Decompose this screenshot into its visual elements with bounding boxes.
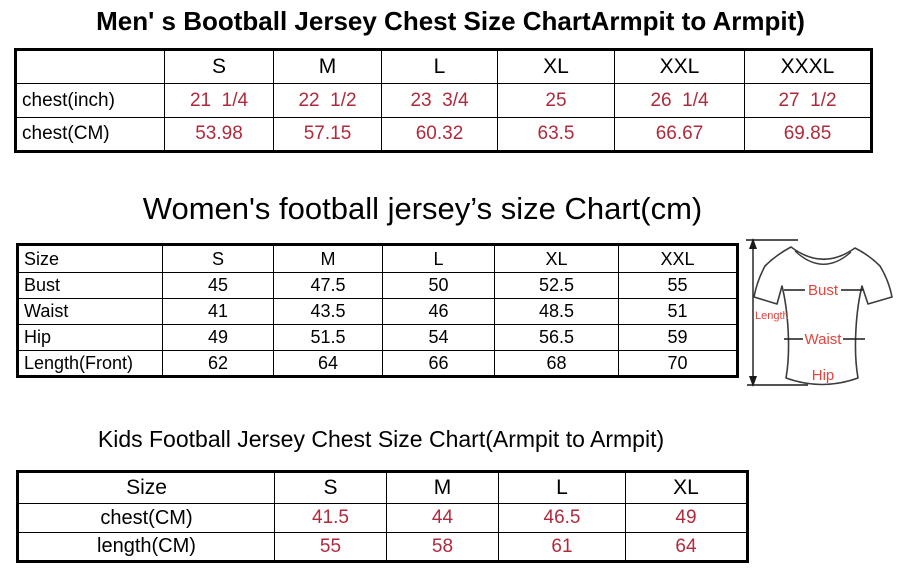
women-size-table: Size S M L XL XXL Bust 45 47.5 50 52.5 55 Waist 41 43… xyxy=(16,243,739,378)
arrow-down-icon xyxy=(749,376,757,387)
column-header: S xyxy=(164,49,274,84)
table-cell: 43.5 xyxy=(273,298,383,325)
table-row: Waist 41 43.5 46 48.5 51 xyxy=(17,298,738,325)
table-cell: 49 xyxy=(625,503,748,533)
column-header: XL xyxy=(494,244,619,273)
column-header: S xyxy=(162,244,274,273)
table-cell: 46.5 xyxy=(498,503,626,533)
table-cell: 69.85 xyxy=(744,117,872,152)
row-label: Waist xyxy=(17,298,163,325)
table-cell: 52.5 xyxy=(494,272,619,299)
table-cell: 51.5 xyxy=(273,324,383,351)
column-header: M xyxy=(386,471,499,504)
table-cell: 25 xyxy=(497,83,615,118)
table-cell: 23 3/4 xyxy=(381,83,498,118)
row-label: Hip xyxy=(17,324,163,351)
row-label: chest(CM) xyxy=(17,503,275,533)
row-label: Length(Front) xyxy=(17,350,163,377)
table-cell: 53.98 xyxy=(164,117,274,152)
table-cell: 64 xyxy=(625,532,748,562)
kids-header-row: Size S M L XL xyxy=(17,471,748,504)
column-header: M xyxy=(273,244,383,273)
row-label: chest(CM) xyxy=(15,117,165,152)
table-cell: 56.5 xyxy=(494,324,619,351)
kids-size-table: Size S M L XL chest(CM) 41.5 44 46.5 49 length(CM… xyxy=(16,470,749,563)
table-cell: 48.5 xyxy=(494,298,619,325)
arrow-up-icon xyxy=(749,238,757,249)
table-cell: 68 xyxy=(494,350,619,377)
column-header: XXL xyxy=(614,49,745,84)
table-cell: 47.5 xyxy=(273,272,383,299)
table-cell: 51 xyxy=(618,298,738,325)
kids-chart-title: Kids Football Jersey Chest Size Chart(Ar… xyxy=(97,426,665,452)
women-header-row: Size S M L XL XXL xyxy=(17,244,738,273)
column-header: S xyxy=(274,471,387,504)
table-row: length(CM) 55 58 61 64 xyxy=(17,532,748,562)
table-cell: 55 xyxy=(618,272,738,299)
table-cell: 41 xyxy=(162,298,274,325)
table-cell: 54 xyxy=(382,324,495,351)
table-cell: 45 xyxy=(162,272,274,299)
table-cell: 62 xyxy=(162,350,274,377)
row-label: length(CM) xyxy=(17,532,275,562)
table-row: chest(inch) 21 1/4 22 1/2 23 3/4 25 26 1/4 27 … xyxy=(15,83,872,118)
table-row: chest(CM) 53.98 57.15 60.32 63.5 66.67 69.85 xyxy=(15,117,872,152)
table-cell: 27 1/2 xyxy=(744,83,872,118)
table-cell: 22 1/2 xyxy=(273,83,382,118)
table-cell: 55 xyxy=(274,532,387,562)
table-cell: 63.5 xyxy=(497,117,615,152)
men-size-table: S M L XL XXL XXXL chest(inch) 21 1/4 22 1/2 23 3… xyxy=(14,48,873,153)
waist-label: Waist xyxy=(805,331,843,348)
column-header: XXL xyxy=(618,244,738,273)
table-cell: 49 xyxy=(162,324,274,351)
table-cell: 44 xyxy=(386,503,499,533)
bust-label: Bust xyxy=(808,282,839,299)
men-header-row: S M L XL XXL XXXL xyxy=(15,49,872,84)
table-cell: 26 1/4 xyxy=(614,83,745,118)
tshirt-outline xyxy=(753,246,893,386)
table-cell: 41.5 xyxy=(274,503,387,533)
table-cell: 70 xyxy=(618,350,738,377)
table-cell: 58 xyxy=(386,532,499,562)
table-cell: 57.15 xyxy=(273,117,382,152)
table-cell: 21 1/4 xyxy=(164,83,274,118)
column-header xyxy=(15,49,165,84)
table-cell: 61 xyxy=(498,532,626,562)
column-header: XL xyxy=(625,471,748,504)
column-header: XXXL xyxy=(744,49,872,84)
table-cell: 66 xyxy=(382,350,495,377)
table-row: Bust 45 47.5 50 52.5 55 xyxy=(17,272,738,299)
row-label: chest(inch) xyxy=(15,83,165,118)
table-cell: 60.32 xyxy=(381,117,498,152)
table-cell: 50 xyxy=(382,272,495,299)
table-cell: 64 xyxy=(273,350,383,377)
row-label: Bust xyxy=(17,272,163,299)
women-chart-title: Women's football jersey’s size Chart(cm) xyxy=(142,191,703,226)
table-cell: 59 xyxy=(618,324,738,351)
table-row: chest(CM) 41.5 44 46.5 49 xyxy=(17,503,748,533)
collar-inner-line xyxy=(794,250,852,265)
column-header: Size xyxy=(17,244,163,273)
table-row: Hip 49 51.5 54 56.5 59 xyxy=(17,324,738,351)
table-cell: 66.67 xyxy=(614,117,745,152)
column-header: L xyxy=(382,244,495,273)
column-header: L xyxy=(498,471,626,504)
men-chart-title: Men' s Bootball Jersey Chest Size ChartA… xyxy=(96,6,805,36)
table-row: Length(Front) 62 64 66 68 70 xyxy=(17,350,738,377)
column-header: Size xyxy=(17,471,275,504)
table-cell: 46 xyxy=(382,298,495,325)
hip-label: Hip xyxy=(812,367,835,384)
column-header: M xyxy=(273,49,382,84)
column-header: L xyxy=(381,49,498,84)
tshirt-measurement-diagram: Length Bust Waist Hip xyxy=(746,238,893,387)
length-label: Length xyxy=(755,310,789,322)
column-header: XL xyxy=(497,49,615,84)
